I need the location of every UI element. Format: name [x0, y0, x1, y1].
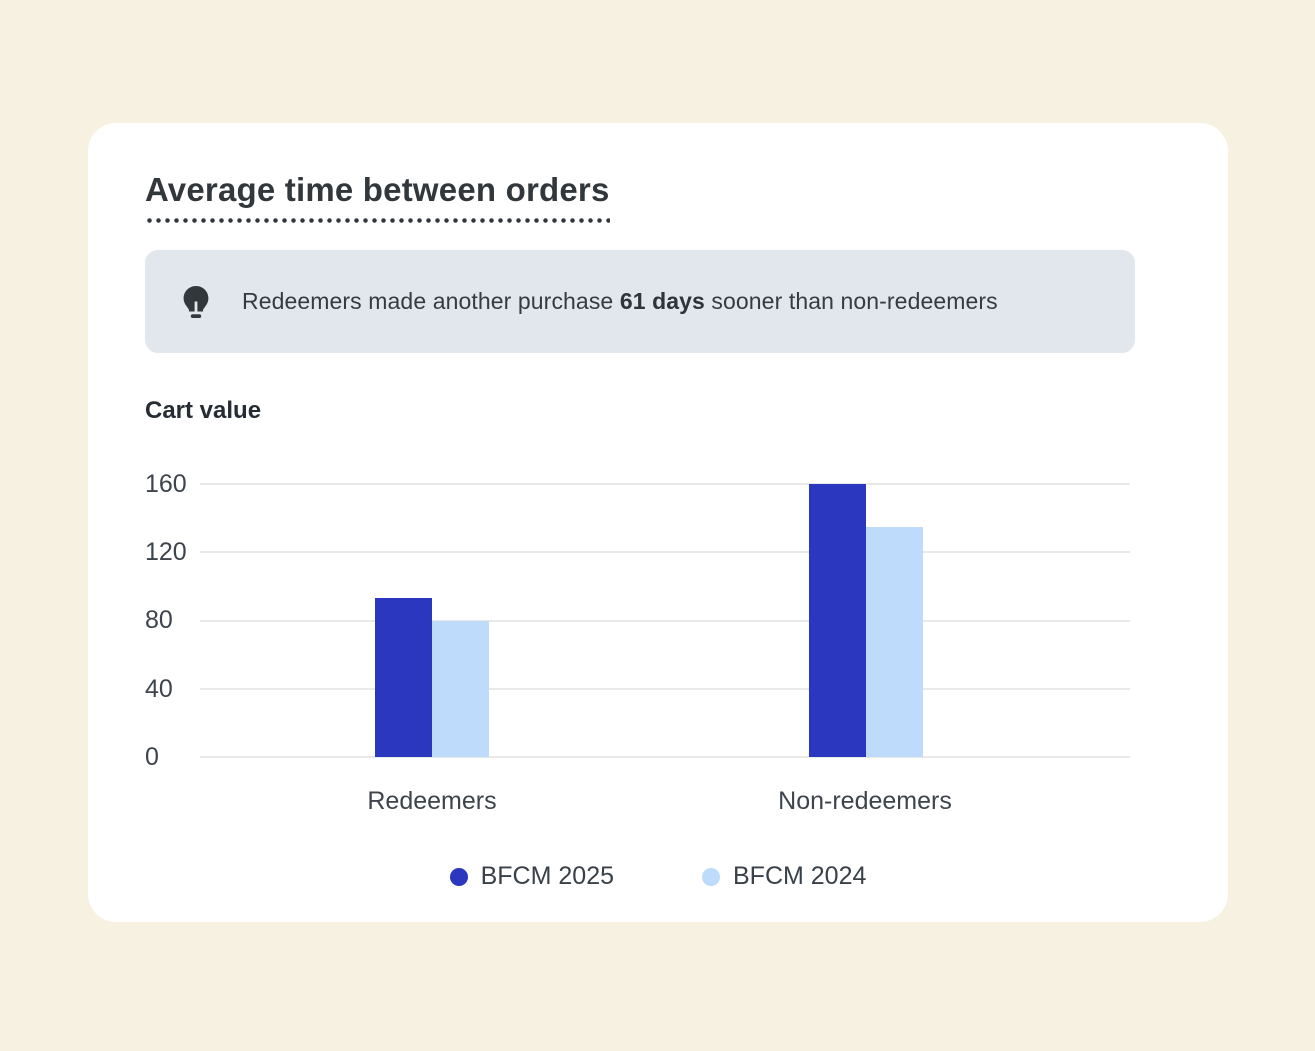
bar-bfcm-2025-non-redeemers	[809, 484, 866, 757]
report-card: Average time between orders Redeemers ma…	[88, 123, 1228, 922]
y-tick-120: 120	[145, 538, 187, 566]
chart-axis-title: Cart value	[145, 397, 262, 424]
category-label-non-redeemers: Non-redeemers	[778, 787, 952, 815]
y-tick-80: 80	[145, 606, 173, 634]
gridline	[200, 619, 1130, 622]
insight-text-prefix: Redeemers made another purchase	[242, 288, 620, 314]
bar-group-non-redeemers	[809, 484, 923, 757]
gridline	[200, 551, 1130, 554]
legend-dot-bfcm-2024	[702, 867, 720, 886]
lightbulb-icon	[183, 285, 209, 318]
legend-label-bfcm-2024: BFCM 2024	[733, 862, 867, 890]
card-title: Average time between orders	[145, 171, 610, 223]
y-tick-160: 160	[145, 470, 187, 498]
legend-item-bfcm-2025: BFCM 2025	[449, 862, 614, 891]
category-label-redeemers: Redeemers	[367, 787, 497, 815]
legend-item-bfcm-2024: BFCM 2024	[702, 862, 866, 891]
chart-legend: BFCM 2025 BFCM 2024	[88, 862, 1228, 891]
gridline	[200, 687, 1130, 690]
y-tick-40: 40	[145, 675, 173, 703]
bar-group-redeemers	[375, 484, 489, 757]
bar-bfcm-2024-non-redeemers	[866, 526, 923, 757]
insight-highlight: 61 days	[619, 288, 705, 314]
y-tick-0: 0	[145, 743, 159, 771]
bar-chart-plot	[200, 483, 1130, 758]
gridline	[200, 756, 1130, 758]
gridline	[200, 483, 1130, 485]
insight-callout: Redeemers made another purchase 61 days …	[145, 250, 1135, 353]
bar-bfcm-2024-redeemers	[432, 620, 489, 757]
insight-text-suffix: sooner than non-redeemers	[704, 288, 998, 314]
bar-bfcm-2025-redeemers	[375, 598, 432, 757]
legend-dot-bfcm-2025	[449, 867, 468, 886]
insight-text: Redeemers made another purchase 61 days …	[242, 288, 998, 315]
legend-label-bfcm-2025: BFCM 2025	[480, 862, 614, 890]
